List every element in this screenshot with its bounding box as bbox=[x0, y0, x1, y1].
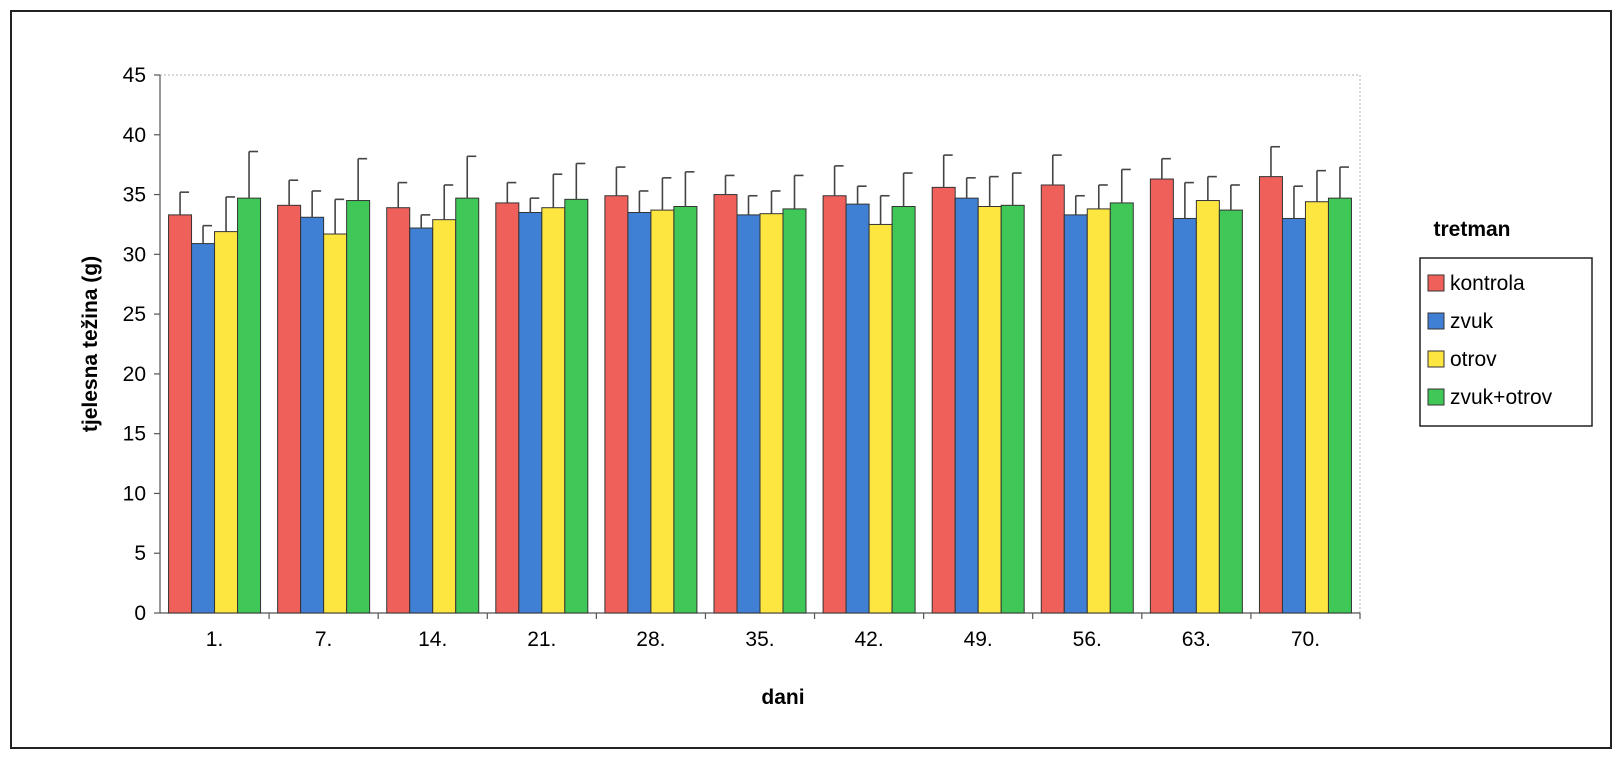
bar-zvuk-56 bbox=[1063, 214, 1088, 614]
x-axis-ticks: 1. 7. 14. 21. 28. 35. 42. 49. 56. 63. 70. bbox=[206, 613, 1361, 651]
x-tick-label: 35. bbox=[745, 628, 774, 651]
x-tick-label: 49. bbox=[964, 628, 993, 651]
bar-otrov-63 bbox=[1195, 200, 1220, 614]
y-tick-label: 5 bbox=[134, 542, 146, 565]
y-axis-ticks: 0 5 10 15 20 25 30 35 40 45 bbox=[123, 64, 160, 625]
bar-zvuk-49 bbox=[954, 197, 979, 614]
x-tick-label: 70. bbox=[1291, 628, 1320, 651]
bar-zvuk-otrov-56 bbox=[1109, 202, 1134, 614]
bar-otrov-56 bbox=[1086, 208, 1111, 614]
y-tick-label: 45 bbox=[123, 64, 146, 87]
bar-kontrola-70 bbox=[1258, 176, 1283, 614]
legend-label: otrov bbox=[1450, 348, 1497, 371]
bar-zvuk-otrov-42 bbox=[891, 206, 916, 614]
bar-otrov-49 bbox=[977, 206, 1002, 614]
bar-kontrola-21 bbox=[495, 202, 520, 614]
bar-zvuk-otrov-14 bbox=[455, 197, 480, 614]
legend-swatch bbox=[1427, 274, 1445, 292]
bar-zvuk-otrov-28 bbox=[673, 206, 698, 614]
legend-box bbox=[1419, 257, 1593, 427]
bar-zvuk-otrov-49 bbox=[1000, 204, 1025, 614]
y-tick-label: 25 bbox=[123, 303, 146, 326]
legend-swatch bbox=[1427, 350, 1445, 368]
bar-otrov-70 bbox=[1304, 201, 1329, 614]
bar-otrov-7 bbox=[323, 233, 348, 614]
bar-zvuk-otrov-35 bbox=[782, 208, 807, 614]
bar-otrov-21 bbox=[541, 207, 566, 614]
x-tick-label: 56. bbox=[1073, 628, 1102, 651]
x-tick-label: 7. bbox=[315, 628, 333, 651]
bar-kontrola-42 bbox=[822, 195, 847, 614]
bar-zvuk-otrov-70 bbox=[1327, 197, 1352, 614]
legend-label: kontrola bbox=[1450, 272, 1525, 295]
x-tick-label: 14. bbox=[418, 628, 447, 651]
bar-otrov-28 bbox=[650, 209, 675, 614]
x-axis-title: dani bbox=[761, 686, 804, 709]
bar-zvuk-7 bbox=[300, 216, 325, 614]
bar-zvuk-1 bbox=[191, 243, 216, 614]
bar-kontrola-49 bbox=[931, 186, 956, 614]
x-tick-label: 42. bbox=[854, 628, 883, 651]
legend-swatch bbox=[1427, 388, 1445, 406]
x-tick-label: 1. bbox=[206, 628, 224, 651]
y-tick-label: 10 bbox=[123, 482, 146, 505]
bar-kontrola-1 bbox=[168, 214, 193, 614]
bars bbox=[168, 145, 1352, 614]
bar-kontrola-14 bbox=[386, 207, 411, 614]
legend-title: tretman bbox=[1433, 218, 1510, 241]
y-tick-label: 0 bbox=[134, 602, 146, 625]
bar-otrov-35 bbox=[759, 213, 784, 614]
bar-kontrola-56 bbox=[1040, 184, 1065, 614]
bar-zvuk-63 bbox=[1172, 217, 1197, 614]
y-axis-title: tjelesna težina (g) bbox=[79, 256, 102, 432]
bar-kontrola-7 bbox=[277, 204, 302, 614]
y-tick-label: 40 bbox=[123, 124, 146, 147]
bar-zvuk-42 bbox=[845, 203, 870, 614]
bar-zvuk-14 bbox=[409, 227, 434, 614]
legend-label: zvuk+otrov bbox=[1450, 386, 1553, 409]
legend: tretman kontrola zvuk otrov zvuk+otrov bbox=[1419, 218, 1593, 427]
y-tick-label: 20 bbox=[123, 363, 146, 386]
legend-label: zvuk bbox=[1450, 310, 1494, 333]
x-tick-label: 63. bbox=[1182, 628, 1211, 651]
bar-zvuk-28 bbox=[627, 211, 652, 614]
bar-otrov-1 bbox=[214, 231, 239, 614]
bar-kontrola-35 bbox=[713, 194, 738, 614]
y-tick-label: 30 bbox=[123, 243, 146, 266]
y-tick-label: 35 bbox=[123, 184, 146, 207]
legend-swatch bbox=[1427, 312, 1445, 330]
bar-otrov-14 bbox=[432, 219, 457, 614]
bar-otrov-42 bbox=[868, 223, 893, 614]
bar-zvuk-35 bbox=[736, 214, 761, 614]
bar-kontrola-28 bbox=[604, 195, 629, 614]
bar-zvuk-otrov-63 bbox=[1218, 209, 1243, 614]
bar-zvuk-otrov-1 bbox=[237, 197, 262, 614]
bar-kontrola-63 bbox=[1149, 178, 1174, 614]
bar-zvuk-21 bbox=[518, 211, 543, 614]
bar-zvuk-otrov-7 bbox=[346, 200, 371, 614]
x-tick-label: 28. bbox=[636, 628, 665, 651]
bar-zvuk-70 bbox=[1281, 217, 1306, 614]
y-tick-label: 15 bbox=[123, 423, 146, 446]
bar-zvuk-otrov-21 bbox=[564, 198, 589, 614]
x-tick-label: 21. bbox=[527, 628, 556, 651]
